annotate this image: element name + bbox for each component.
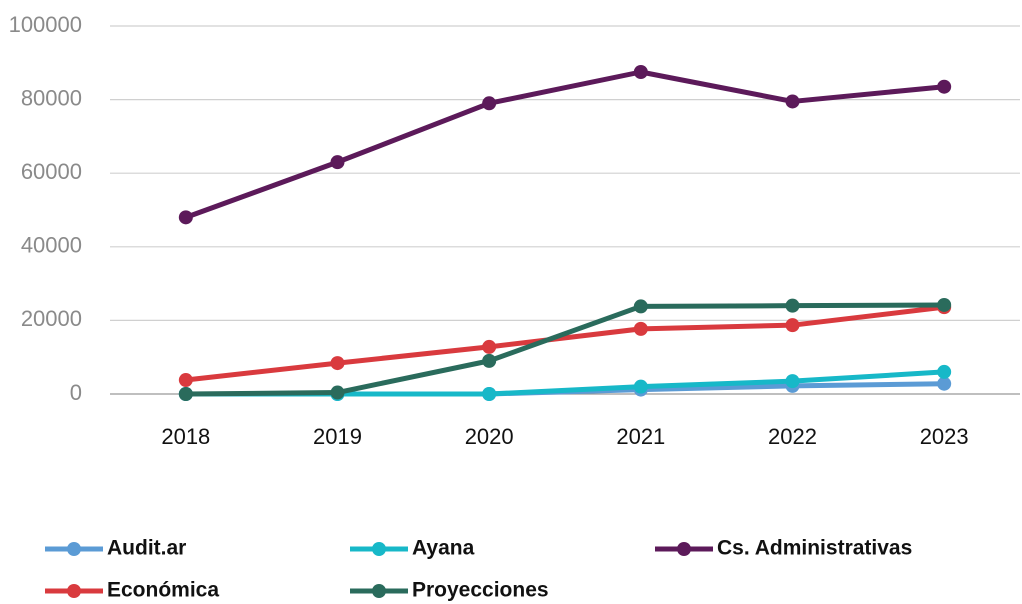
x-tick-label: 2019: [313, 424, 362, 449]
x-tick-label: 2020: [465, 424, 514, 449]
point: [330, 356, 345, 371]
point: [785, 94, 800, 109]
y-tick-label: 60000: [21, 159, 82, 184]
point: [482, 353, 497, 368]
point: [482, 339, 497, 354]
x-tick-label: 2023: [920, 424, 969, 449]
point: [482, 96, 497, 111]
point: [785, 374, 800, 389]
legend-label: Cs. Administrativas: [717, 537, 912, 560]
point: [937, 297, 952, 312]
x-tick-label: 2018: [161, 424, 210, 449]
legend-label: Ayana: [412, 537, 475, 560]
point: [330, 385, 345, 400]
legend-dot: [67, 584, 81, 598]
point: [330, 155, 345, 170]
legend-label: Proyecciones: [412, 579, 549, 602]
point: [178, 387, 193, 401]
series-line: [184, 69, 945, 220]
point: [937, 364, 952, 379]
legend-dot: [677, 542, 691, 556]
legend-dot: [67, 542, 81, 556]
point: [482, 387, 497, 401]
y-tick-label: 20000: [21, 306, 82, 331]
point: [937, 79, 952, 94]
point: [178, 373, 193, 388]
point: [785, 318, 800, 333]
point: [178, 210, 193, 225]
y-tick-label: 80000: [21, 85, 82, 110]
point: [937, 376, 952, 391]
point: [633, 321, 648, 336]
y-tick-label: 100000: [9, 12, 82, 37]
point: [633, 65, 648, 79]
y-tick-label: 40000: [21, 233, 82, 258]
point: [633, 299, 648, 314]
series-line: [185, 304, 945, 383]
legend-dot: [372, 584, 386, 598]
series-line: [185, 302, 945, 397]
legend-label: Económica: [107, 579, 219, 602]
y-tick-label: 0: [70, 380, 82, 405]
x-tick-label: 2022: [768, 424, 817, 449]
legend-label: Audit.ar: [107, 537, 186, 560]
x-tick-label: 2021: [616, 424, 665, 449]
point: [785, 298, 800, 313]
point: [633, 379, 648, 394]
legend-dot: [372, 542, 386, 556]
